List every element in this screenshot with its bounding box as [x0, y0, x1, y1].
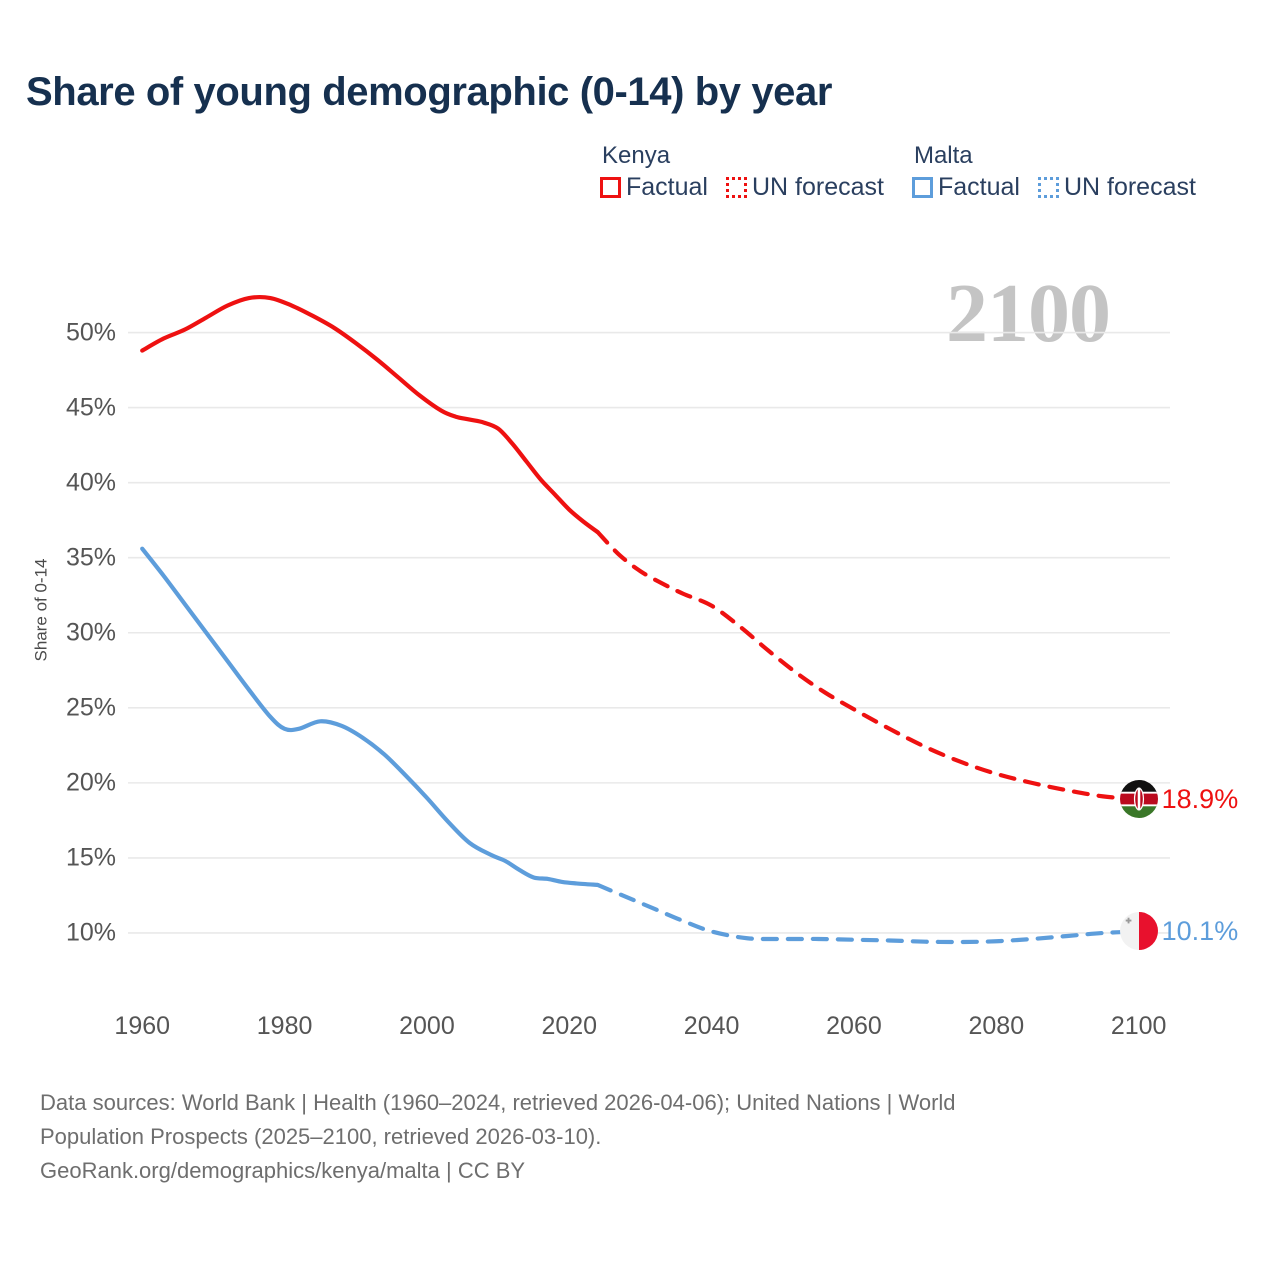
y-axis-tick-label: 20%: [65, 768, 116, 797]
legend-item-malta-factual[interactable]: Factual: [911, 173, 1020, 202]
y-axis-tick-label: 45%: [65, 393, 116, 422]
legend-row-kenya: Factual UN forecast: [600, 173, 884, 202]
y-axis-tick-label: 40%: [65, 468, 116, 497]
plot-area: 2100 Share of 0-14 10% 15% 20% 25% 30% 35% 40%…: [32, 267, 1239, 1041]
legend-label-kenya-factual: Factual: [626, 173, 708, 202]
y-axis-tick-label: 15%: [65, 843, 116, 872]
x-axis-tick-label: 1960: [114, 1012, 171, 1040]
endpoint-value-kenya: 18.9%: [1161, 783, 1239, 814]
footer-sources: Data sources: World Bank | Health (1960–…: [40, 1086, 1240, 1188]
legend-label-malta-factual: Factual: [937, 173, 1020, 202]
endpoint-value-malta: 10.1%: [1161, 915, 1239, 946]
legend-item-kenya-forecast[interactable]: UN forecast: [725, 173, 884, 202]
solid-square-outline-icon: [911, 177, 933, 199]
series-kenya-forecast: [595, 530, 1141, 802]
x-axis-tick-label: 2020: [541, 1012, 598, 1040]
dotted-square-outline-icon: [1037, 177, 1059, 199]
series-malta-factual: [140, 546, 600, 888]
page-title: Share of young demographic (0-14) by yea…: [26, 70, 833, 114]
solid-square-outline-icon: [600, 177, 621, 199]
legend-item-malta-forecast[interactable]: UN forecast: [1037, 173, 1196, 202]
y-axis-tick-label: 35%: [65, 543, 116, 572]
footer-line-2: Population Prospects (2025–2100, retriev…: [40, 1124, 602, 1150]
gridlines: [128, 331, 1170, 934]
x-axis-tick-label: 2060: [826, 1012, 882, 1040]
legend-row-malta: Factual UN forecast: [911, 173, 1196, 202]
series-kenya-factual: [140, 294, 600, 535]
legend-country-kenya: Kenya: [602, 142, 671, 169]
x-axis-tick-label: 2080: [968, 1012, 1025, 1040]
endpoint-kenya[interactable]: 18.9%: [1119, 780, 1239, 819]
x-axis-tick-label: 2040: [683, 1012, 740, 1040]
legend-item-kenya-factual[interactable]: Factual: [600, 173, 708, 202]
legend-group-malta: Malta Factual UN forecast: [911, 142, 1196, 202]
y-axis-tick-label: 30%: [65, 618, 116, 647]
chart-legend: Kenya Factual UN forecast Malta Factual: [600, 142, 1196, 202]
legend-label-kenya-forecast: UN forecast: [751, 173, 884, 202]
x-axis-tick-label: 2100: [1110, 1012, 1167, 1040]
series-malta-forecast: [595, 882, 1141, 945]
x-axis-tick-label: 2000: [399, 1012, 455, 1040]
footer-line-1: Data sources: World Bank | Health (1960–…: [40, 1090, 956, 1115]
y-axis-tick-label: 10%: [65, 918, 116, 947]
legend-label-malta-forecast: UN forecast: [1063, 173, 1196, 202]
footer-line-3: GeoRank.org/demographics/kenya/malta | C…: [40, 1158, 526, 1184]
kenya-flag-icon: [1119, 780, 1158, 819]
watermark-year: 2100: [946, 267, 1111, 360]
y-axis-tick-label: 25%: [65, 693, 116, 722]
y-axis-tick-label: 50%: [65, 318, 116, 347]
endpoint-malta[interactable]: 10.1%: [1119, 912, 1239, 951]
x-axis-tick-label: 1980: [256, 1012, 313, 1040]
dotted-square-outline-icon: [725, 177, 747, 199]
legend-group-kenya: Kenya Factual UN forecast: [600, 142, 884, 202]
malta-flag-icon: [1119, 912, 1158, 951]
data-lines: [140, 294, 1141, 945]
legend-country-malta: Malta: [913, 142, 973, 169]
